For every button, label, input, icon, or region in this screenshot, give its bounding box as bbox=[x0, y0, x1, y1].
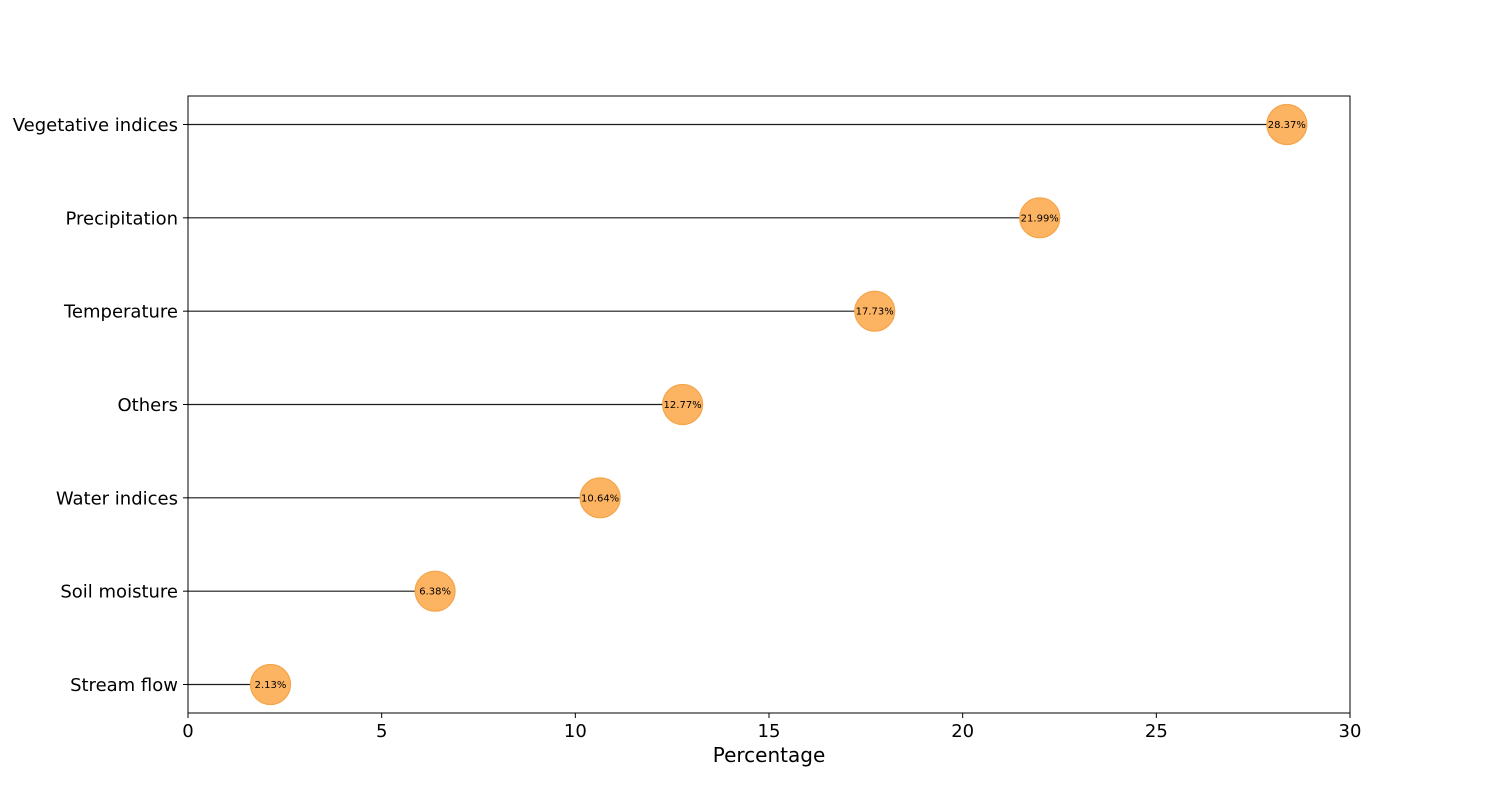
data-label: 10.64% bbox=[581, 493, 619, 504]
data-point-marker bbox=[414, 570, 456, 612]
y-tick-label: Precipitation bbox=[65, 208, 178, 229]
x-tick-label: 30 bbox=[1339, 721, 1362, 742]
y-axis: Vegetative indices Precipitation Temperatu… bbox=[13, 115, 188, 696]
x-tick-label: 25 bbox=[1145, 721, 1168, 742]
data-labels-layer: 28.37% 21.99% 17.73% 12.77% 10.64% 6.38% 2.13% bbox=[255, 120, 1306, 691]
markers-layer bbox=[249, 103, 1308, 706]
data-label: 2.13% bbox=[255, 680, 287, 691]
data-point-marker bbox=[1266, 103, 1308, 146]
x-tick-label: 20 bbox=[951, 721, 974, 742]
data-label: 6.38% bbox=[419, 587, 451, 598]
x-axis: 0 5 10 15 20 25 30 bbox=[182, 713, 1361, 742]
y-tick-label: Vegetative indices bbox=[13, 115, 178, 136]
data-point-marker bbox=[1019, 197, 1061, 239]
data-label: 12.77% bbox=[664, 400, 702, 411]
plot-frame bbox=[187, 95, 1351, 714]
data-point-marker bbox=[854, 290, 896, 332]
stems-layer bbox=[188, 123, 1287, 686]
data-point-marker bbox=[662, 383, 704, 426]
y-tick-label: Soil moisture bbox=[60, 582, 178, 603]
x-axis-title: Percentage bbox=[713, 743, 826, 767]
data-point-marker bbox=[249, 663, 292, 706]
y-tick-label: Others bbox=[118, 395, 179, 416]
x-tick-label: 15 bbox=[758, 721, 781, 742]
x-tick-label: 10 bbox=[564, 721, 587, 742]
y-tick-label: Stream flow bbox=[70, 675, 178, 696]
x-tick-label: 0 bbox=[182, 721, 193, 742]
data-point-marker bbox=[579, 477, 621, 519]
y-tick-label: Temperature bbox=[63, 302, 178, 323]
x-tick-label: 5 bbox=[376, 721, 387, 742]
data-label: 17.73% bbox=[856, 307, 894, 318]
data-label: 21.99% bbox=[1021, 213, 1059, 224]
data-label: 28.37% bbox=[1268, 120, 1306, 131]
y-tick-label: Water indices bbox=[56, 488, 178, 509]
